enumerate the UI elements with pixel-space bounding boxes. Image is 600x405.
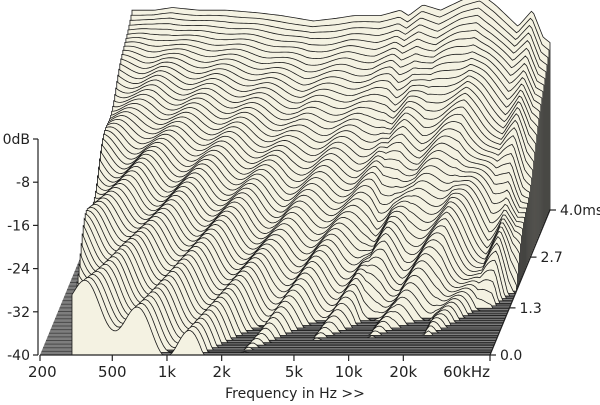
- t-tick-label: 2.7: [541, 250, 563, 266]
- y-tick-label: -32: [7, 305, 30, 321]
- y-tick-label: 0dB: [3, 132, 30, 148]
- x-tick-label: 1k: [158, 363, 177, 381]
- x-tick-label: 20k: [389, 363, 417, 381]
- y-tick-label: -8: [16, 175, 30, 191]
- x-tick-label: 200: [28, 363, 57, 381]
- x-axis-title: Frequency in Hz >>: [225, 386, 365, 402]
- t-tick-label: 0.0: [500, 348, 522, 364]
- t-axis-line: [489, 209, 551, 356]
- t-tick-label: 4.0msec: [560, 203, 600, 219]
- x-tick-label: 10k: [335, 363, 363, 381]
- x-tick-label: 2k: [213, 363, 232, 381]
- y-tick-label: -40: [7, 348, 30, 364]
- x-tick-label: 60kHz: [443, 363, 490, 381]
- t-tick-label: 1.3: [520, 301, 542, 317]
- y-tick-label: -16: [7, 218, 30, 234]
- x-tick-label: 5k: [285, 363, 304, 381]
- x-tick-label: 500: [98, 363, 127, 381]
- y-tick-label: -24: [7, 262, 30, 278]
- decay-surface: [71, 0, 551, 356]
